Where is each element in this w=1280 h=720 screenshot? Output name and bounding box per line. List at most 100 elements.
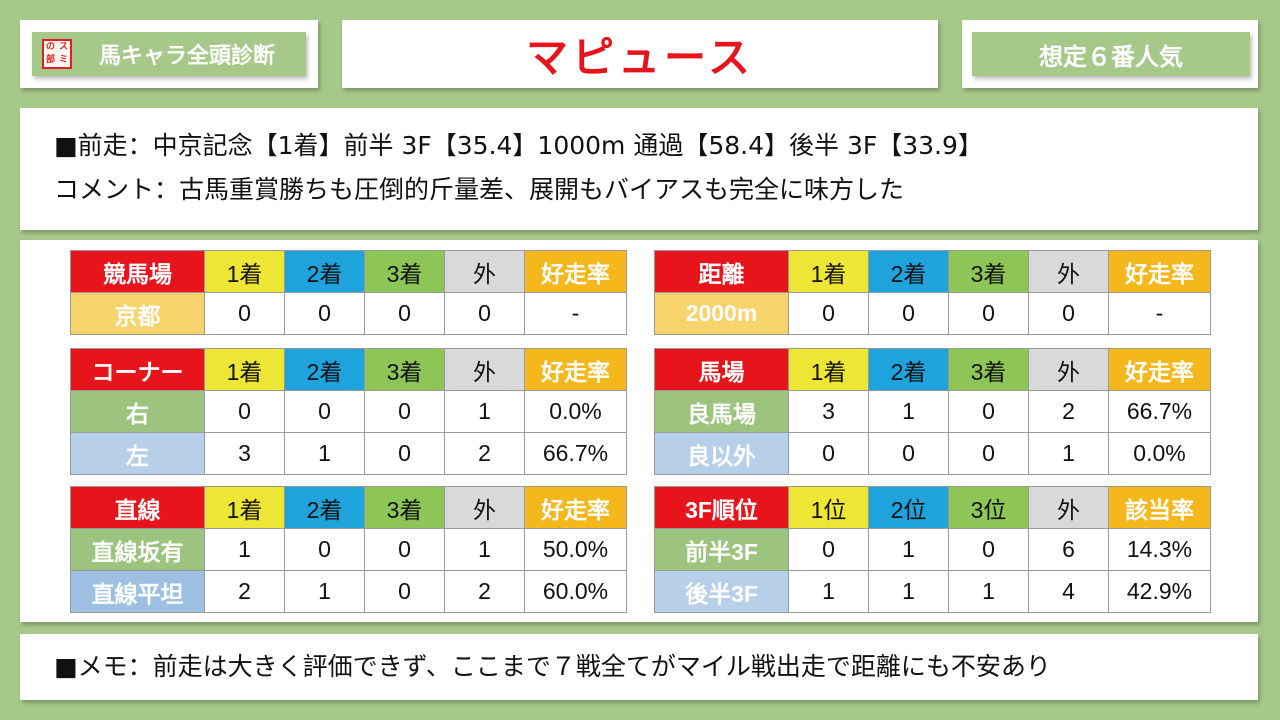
title-box (342, 20, 938, 88)
value-cell: 4 (1028, 570, 1109, 613)
value-cell: 0 (284, 528, 365, 571)
table-header-row: コーナー 1着 2着 3着外好走率 (70, 348, 627, 391)
value-cell: 0 (868, 292, 949, 335)
logo-seal: のス 部ミ (42, 39, 72, 69)
table-row: 前半3F 0 1 0 6 14.3% (654, 528, 1211, 571)
value-cell: - (524, 292, 627, 335)
value-cell: 0 (364, 432, 445, 475)
header-cell: 3位 (948, 486, 1029, 529)
value-cell: 1 (868, 390, 949, 433)
header-cell: 3F順位 (654, 486, 789, 529)
value-cell: 2 (444, 570, 525, 613)
table-header-row: 距離 1着 2着 3着外好走率 (654, 250, 1211, 293)
logo-char: の (45, 42, 55, 52)
value-cell: 0 (788, 432, 869, 475)
value-cell: - (1108, 292, 1211, 335)
stats-table: 3F順位 1位 2位 3位外該当率 前半3F 0 1 0 6 14.3% 後半3F 1 1 1 4 42.9% (654, 486, 1211, 613)
table-header-row: 馬場 1着 2着 3着外好走率 (654, 348, 1211, 391)
value-cell: 0 (948, 432, 1029, 475)
value-cell: 14.3% (1108, 528, 1211, 571)
header-cell: コーナー (70, 348, 205, 391)
last-race-info: ■前走：中京記念【1着】前半 3F【35.4】1000m 通過【58.4】後半 … (20, 108, 1258, 230)
value-cell: 1 (868, 528, 949, 571)
header-cell: 3着 (364, 486, 445, 529)
value-cell: 0 (788, 528, 869, 571)
value-cell: 1 (1028, 432, 1109, 475)
table-row: 左 3 1 0 2 66.7% (70, 432, 627, 475)
table-header-row: 競馬場 1着 2着 3着外好走率 (70, 250, 627, 293)
header-cell: 1着 (204, 250, 285, 293)
row-label: 2000m (654, 292, 789, 335)
table-row: 良馬場 3 1 0 2 66.7% (654, 390, 1211, 433)
logo-char: 部 (45, 55, 55, 65)
value-cell: 60.0% (524, 570, 627, 613)
header-cell: 直線 (70, 486, 205, 529)
value-cell: 0 (364, 292, 445, 335)
row-label: 右 (70, 390, 205, 433)
header-cell: 外 (1028, 486, 1109, 529)
header-cell: 該当率 (1108, 486, 1211, 529)
value-cell: 66.7% (1108, 390, 1211, 433)
value-cell: 1 (868, 570, 949, 613)
stats-table: 直線 1着 2着 3着外好走率 直線坂有 1 0 0 1 50.0% 直線平坦 2 1 0 2 60.0% (70, 486, 627, 613)
header-cell: 2着 (284, 486, 365, 529)
table-row: 右 0 0 0 1 0.0% (70, 390, 627, 433)
row-label: 直線坂有 (70, 528, 205, 571)
header-cell: 好走率 (1108, 348, 1211, 391)
value-cell: 0 (364, 528, 445, 571)
table-row: 京都 0 0 0 0- (70, 292, 627, 335)
header-cell: 3着 (948, 250, 1029, 293)
value-cell: 0.0% (524, 390, 627, 433)
header-cell: 外 (1028, 348, 1109, 391)
header-cell: 3着 (948, 348, 1029, 391)
value-cell: 3 (204, 432, 285, 475)
series-banner: のス 部ミ 馬キャラ全頭診断 (32, 32, 306, 76)
header-cell: 外 (1028, 250, 1109, 293)
header-cell: 1着 (204, 486, 285, 529)
value-cell: 2 (204, 570, 285, 613)
value-cell: 0.0% (1108, 432, 1211, 475)
header-cell: 1着 (788, 250, 869, 293)
value-cell: 0 (948, 390, 1029, 433)
value-cell: 1 (788, 570, 869, 613)
table-row: 直線平坦 2 1 0 2 60.0% (70, 570, 627, 613)
value-cell: 1 (444, 390, 525, 433)
value-cell: 0 (204, 292, 285, 335)
value-cell: 1 (204, 528, 285, 571)
stats-table: 距離 1着 2着 3着外好走率 2000m 0 0 0 0- (654, 250, 1211, 335)
value-cell: 0 (284, 292, 365, 335)
value-cell: 2 (1028, 390, 1109, 433)
stats-table: 馬場 1着 2着 3着外好走率 良馬場 3 1 0 2 66.7% 良以外 0 0 0 1 0.0% (654, 348, 1211, 475)
table-row: 良以外 0 0 0 1 0.0% (654, 432, 1211, 475)
row-label: 左 (70, 432, 205, 475)
stats-table: コーナー 1着 2着 3着外好走率右 0 0 0 1 0.0% 左 3 1 0 2 66.7% (70, 348, 627, 475)
value-cell: 1 (948, 570, 1029, 613)
value-cell: 42.9% (1108, 570, 1211, 613)
comment-line: コメント：古馬重賞勝ちも圧倒的斤量差、展開もバイアスも完全に味方した (54, 175, 905, 204)
header-cell: 外 (444, 250, 525, 293)
row-label: 後半3F (654, 570, 789, 613)
row-label: 良馬場 (654, 390, 789, 433)
header-cell: 馬場 (654, 348, 789, 391)
header-cell: 2着 (868, 348, 949, 391)
value-cell: 0 (788, 292, 869, 335)
value-cell: 0 (1028, 292, 1109, 335)
row-label: 前半3F (654, 528, 789, 571)
value-cell: 0 (444, 292, 525, 335)
memo: ■メモ：前走は大きく評価できず、ここまで７戦全てがマイル戦出走で距離にも不安あり (20, 634, 1258, 700)
header-cell: 2着 (284, 348, 365, 391)
series-box: のス 部ミ 馬キャラ全頭診断 (20, 20, 318, 88)
value-cell: 0 (868, 432, 949, 475)
series-title: 馬キャラ全頭診断 (98, 44, 275, 69)
header-cell: 2位 (868, 486, 949, 529)
value-cell: 3 (788, 390, 869, 433)
logo-char: ミ (58, 55, 68, 65)
row-label: 京都 (70, 292, 205, 335)
header-cell: 3着 (364, 250, 445, 293)
table-row: 直線坂有 1 0 0 1 50.0% (70, 528, 627, 571)
header-cell: 好走率 (524, 348, 627, 391)
header-cell: 外 (444, 486, 525, 529)
logo-char: ス (58, 42, 68, 52)
header-cell: 距離 (654, 250, 789, 293)
value-cell: 0 (364, 390, 445, 433)
